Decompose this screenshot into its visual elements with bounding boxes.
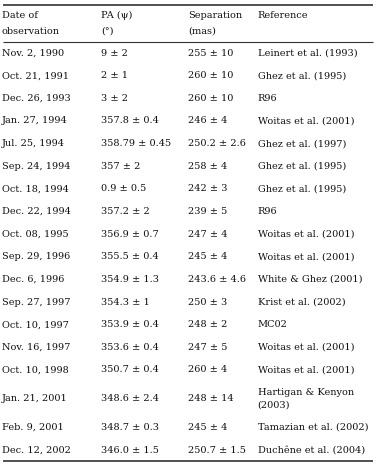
Text: Dec. 12, 2002: Dec. 12, 2002 xyxy=(2,445,71,454)
Text: Tamazian et al. (2002): Tamazian et al. (2002) xyxy=(258,423,368,432)
Text: 245 ± 4: 245 ± 4 xyxy=(188,252,227,261)
Text: Jan. 21, 2001: Jan. 21, 2001 xyxy=(2,394,68,403)
Text: 354.9 ± 1.3: 354.9 ± 1.3 xyxy=(101,275,159,284)
Text: 9 ± 2: 9 ± 2 xyxy=(101,48,127,58)
Text: R96: R96 xyxy=(258,207,277,216)
Text: Woitas et al. (2001): Woitas et al. (2001) xyxy=(258,365,354,375)
Text: 258 ± 4: 258 ± 4 xyxy=(188,162,227,171)
Text: observation: observation xyxy=(2,27,60,36)
Text: Ghez et al. (1995): Ghez et al. (1995) xyxy=(258,71,346,80)
Text: Ghez et al. (1997): Ghez et al. (1997) xyxy=(258,139,346,148)
Text: 348.6 ± 2.4: 348.6 ± 2.4 xyxy=(101,394,159,403)
Text: 356.9 ± 0.7: 356.9 ± 0.7 xyxy=(101,230,159,239)
Text: Reference: Reference xyxy=(258,11,308,20)
Text: 250 ± 3: 250 ± 3 xyxy=(188,298,227,307)
Text: 246 ± 4: 246 ± 4 xyxy=(188,116,227,125)
Text: 242 ± 3: 242 ± 3 xyxy=(188,185,227,193)
Text: 0.9 ± 0.5: 0.9 ± 0.5 xyxy=(101,185,146,193)
Text: Dec. 26, 1993: Dec. 26, 1993 xyxy=(2,94,71,103)
Text: Oct. 18, 1994: Oct. 18, 1994 xyxy=(2,185,69,193)
Text: PA (ψ): PA (ψ) xyxy=(101,10,132,20)
Text: 255 ± 10: 255 ± 10 xyxy=(188,48,233,58)
Text: Duchêne et al. (2004): Duchêne et al. (2004) xyxy=(258,445,365,454)
Text: 358.79 ± 0.45: 358.79 ± 0.45 xyxy=(101,139,171,148)
Text: 250.2 ± 2.6: 250.2 ± 2.6 xyxy=(188,139,246,148)
Text: Woitas et al. (2001): Woitas et al. (2001) xyxy=(258,116,354,125)
Text: 247 ± 4: 247 ± 4 xyxy=(188,230,227,239)
Text: 248 ± 2: 248 ± 2 xyxy=(188,320,227,329)
Text: 2 ± 1: 2 ± 1 xyxy=(101,71,128,80)
Text: 248 ± 14: 248 ± 14 xyxy=(188,394,233,403)
Text: 245 ± 4: 245 ± 4 xyxy=(188,423,227,432)
Text: 243.6 ± 4.6: 243.6 ± 4.6 xyxy=(188,275,246,284)
Text: R96: R96 xyxy=(258,94,277,103)
Text: Oct. 10, 1998: Oct. 10, 1998 xyxy=(2,365,69,375)
Text: 3 ± 2: 3 ± 2 xyxy=(101,94,128,103)
Text: Oct. 08, 1995: Oct. 08, 1995 xyxy=(2,230,68,239)
Text: Woitas et al. (2001): Woitas et al. (2001) xyxy=(258,343,354,352)
Text: 355.5 ± 0.4: 355.5 ± 0.4 xyxy=(101,252,159,261)
Text: 239 ± 5: 239 ± 5 xyxy=(188,207,227,216)
Text: (mas): (mas) xyxy=(188,27,216,36)
Text: 260 ± 10: 260 ± 10 xyxy=(188,71,233,80)
Text: Jul. 25, 1994: Jul. 25, 1994 xyxy=(2,139,65,148)
Text: Nov. 2, 1990: Nov. 2, 1990 xyxy=(2,48,64,58)
Text: 247 ± 5: 247 ± 5 xyxy=(188,343,227,352)
Text: 250.7 ± 1.5: 250.7 ± 1.5 xyxy=(188,445,246,454)
Text: Date of: Date of xyxy=(2,11,38,20)
Text: Woitas et al. (2001): Woitas et al. (2001) xyxy=(258,230,354,239)
Text: Jan. 27, 1994: Jan. 27, 1994 xyxy=(2,116,68,125)
Text: White & Ghez (2001): White & Ghez (2001) xyxy=(258,275,362,284)
Text: Separation: Separation xyxy=(188,11,242,20)
Text: Oct. 10, 1997: Oct. 10, 1997 xyxy=(2,320,69,329)
Text: 357 ± 2: 357 ± 2 xyxy=(101,162,140,171)
Text: Woitas et al. (2001): Woitas et al. (2001) xyxy=(258,252,354,261)
Text: 260 ± 10: 260 ± 10 xyxy=(188,94,233,103)
Text: MC02: MC02 xyxy=(258,320,287,329)
Text: 346.0 ± 1.5: 346.0 ± 1.5 xyxy=(101,445,159,454)
Text: 354.3 ± 1: 354.3 ± 1 xyxy=(101,298,150,307)
Text: 350.7 ± 0.4: 350.7 ± 0.4 xyxy=(101,365,159,375)
Text: Dec. 22, 1994: Dec. 22, 1994 xyxy=(2,207,71,216)
Text: 353.6 ± 0.4: 353.6 ± 0.4 xyxy=(101,343,159,352)
Text: Leinert et al. (1993): Leinert et al. (1993) xyxy=(258,48,357,58)
Text: 357.2 ± 2: 357.2 ± 2 xyxy=(101,207,150,216)
Text: Oct. 21, 1991: Oct. 21, 1991 xyxy=(2,71,69,80)
Text: 348.7 ± 0.3: 348.7 ± 0.3 xyxy=(101,423,159,432)
Text: Sep. 27, 1997: Sep. 27, 1997 xyxy=(2,298,70,307)
Text: Sep. 29, 1996: Sep. 29, 1996 xyxy=(2,252,70,261)
Text: Dec. 6, 1996: Dec. 6, 1996 xyxy=(2,275,64,284)
Text: Sep. 24, 1994: Sep. 24, 1994 xyxy=(2,162,70,171)
Text: Krist et al. (2002): Krist et al. (2002) xyxy=(258,298,345,307)
Text: 260 ± 4: 260 ± 4 xyxy=(188,365,227,375)
Text: Feb. 9, 2001: Feb. 9, 2001 xyxy=(2,423,64,432)
Text: 357.8 ± 0.4: 357.8 ± 0.4 xyxy=(101,116,159,125)
Text: Ghez et al. (1995): Ghez et al. (1995) xyxy=(258,185,346,193)
Text: Hartigan & Kenyon: Hartigan & Kenyon xyxy=(258,388,354,397)
Text: 353.9 ± 0.4: 353.9 ± 0.4 xyxy=(101,320,159,329)
Text: Ghez et al. (1995): Ghez et al. (1995) xyxy=(258,162,346,171)
Text: (°): (°) xyxy=(101,27,113,36)
Text: (2003): (2003) xyxy=(258,400,290,409)
Text: Nov. 16, 1997: Nov. 16, 1997 xyxy=(2,343,70,352)
